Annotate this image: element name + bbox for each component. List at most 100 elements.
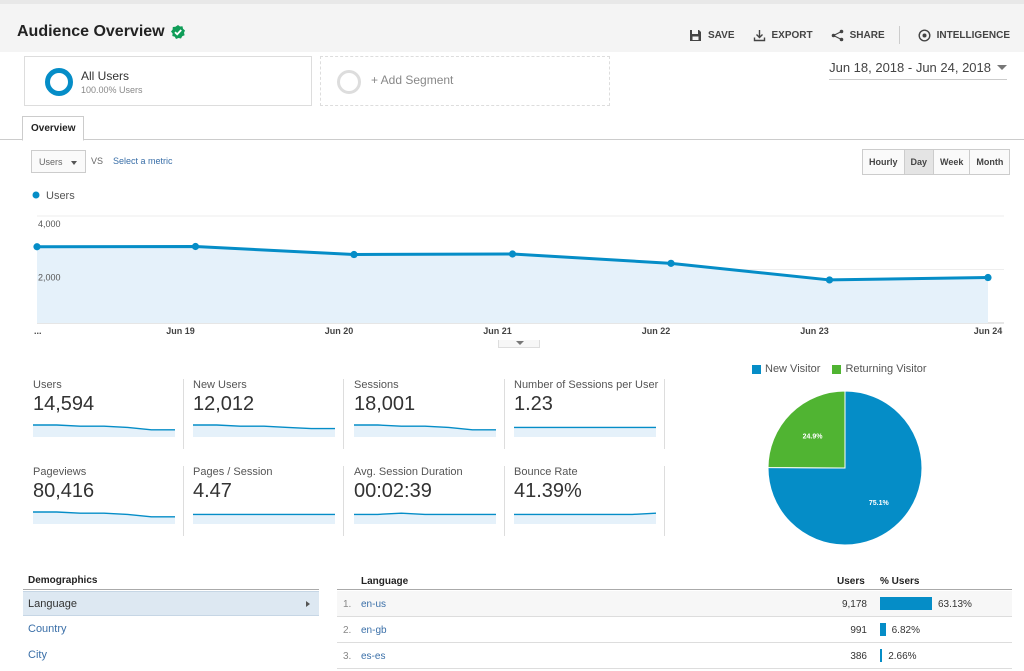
pie-slice-label: 75.1% <box>869 500 890 507</box>
metric-tile-bounce-rate[interactable]: Bounce Rate 41.39% <box>504 466 665 536</box>
x-tick-label: Jun 20 <box>325 326 354 336</box>
sparkline-area <box>354 425 496 437</box>
report-header: Audience Overview SAVE EXPORT SHARE INTE… <box>0 0 1024 52</box>
sparkline-area <box>33 512 175 524</box>
users-line-chart: Users 4,000 2,000 ... Jun 19 Jun 20 Jun 21 Ju… <box>32 190 1004 336</box>
sparkline-line <box>193 424 335 430</box>
export-button[interactable]: EXPORT <box>753 29 813 42</box>
metric-sparkline <box>514 426 656 437</box>
legend-swatch <box>752 364 761 374</box>
metric-tile-pages-session[interactable]: Pages / Session 4.47 <box>183 466 344 536</box>
metric-value: 14,594 <box>33 393 95 415</box>
report-actions: SAVE EXPORT SHARE INTELLIGENCE <box>671 26 1010 44</box>
intelligence-button[interactable]: INTELLIGENCE <box>918 28 1010 42</box>
sparkline-line <box>33 424 175 431</box>
metric-sparkline <box>514 512 656 524</box>
chevron-down-icon <box>997 65 1007 70</box>
date-range-picker[interactable]: Jun 18, 2018 - Jun 24, 2018 <box>829 60 1007 80</box>
sparkline-area <box>354 513 496 524</box>
sparkline-line <box>514 512 656 516</box>
metric-label: Pageviews <box>33 466 87 478</box>
demographics-heading: Demographics <box>23 573 319 590</box>
sparkline-line <box>33 511 175 518</box>
metric-label: Users <box>33 379 62 391</box>
metric-tile-users[interactable]: Users 14,594 <box>23 379 184 449</box>
row-users: 9,178 <box>841 599 867 610</box>
metric-value: 00:02:39 <box>354 480 432 502</box>
metric-value: 12,012 <box>193 393 255 415</box>
chart-collapse-handle[interactable] <box>498 340 540 348</box>
x-tick-label: Jun 19 <box>166 326 195 336</box>
metric-tile-sessions[interactable]: Sessions 18,001 <box>344 379 505 449</box>
pie-slice-returning-visitor[interactable] <box>767 390 846 469</box>
row-users: 386 <box>850 651 867 662</box>
users-area-fill <box>37 246 988 323</box>
x-tick-label: ... <box>34 326 42 336</box>
row-users: 991 <box>850 625 867 636</box>
save-icon <box>690 29 702 41</box>
metric-value: 41.39% <box>514 480 582 502</box>
pie-slice-new-visitor[interactable] <box>767 390 923 546</box>
metric-label: Number of Sessions per User <box>514 379 659 391</box>
demographics-item-country[interactable]: Country <box>28 623 67 635</box>
row-index: 1. <box>343 599 352 610</box>
intelligence-icon <box>918 28 931 42</box>
row-language-link[interactable]: en-gb <box>361 625 387 636</box>
segment-all-users[interactable]: All Users 100.00% Users <box>24 56 312 106</box>
column-language: Language <box>361 576 409 587</box>
pie-legend: New Visitor Returning Visitor <box>752 363 927 375</box>
granularity-month-button[interactable]: Month <box>969 150 1010 174</box>
select-metric-link[interactable]: Select a metric <box>113 156 173 166</box>
row-language-link[interactable]: es-es <box>361 651 386 662</box>
metric-sparkline <box>193 424 335 437</box>
legend-new-visitor: New Visitor <box>752 363 820 375</box>
sparkline-area <box>514 513 656 524</box>
data-point-jun-21[interactable] <box>508 250 517 258</box>
row-percent-users: 63.13% <box>938 599 972 610</box>
save-button[interactable]: SAVE <box>689 29 735 42</box>
granularity-week-button[interactable]: Week <box>933 150 970 174</box>
add-segment-label: + Add Segment <box>371 73 454 87</box>
metric-tile-number-of-sessions-per-user[interactable]: Number of Sessions per User 1.23 <box>504 379 665 449</box>
sparkline-area <box>514 427 656 437</box>
data-point-jun-18[interactable] <box>33 243 41 251</box>
data-point-jun-24[interactable] <box>984 273 992 282</box>
granularity-hourly-button[interactable]: Hourly <box>863 150 904 174</box>
metric-label: Sessions <box>354 379 399 391</box>
data-point-jun-20[interactable] <box>350 250 358 259</box>
segment-ring-icon <box>45 68 73 96</box>
sparkline-line <box>354 512 496 516</box>
actions-divider <box>898 26 900 44</box>
table-row: 3. es-es 386 2.66% <box>337 643 1012 669</box>
metric-tile-new-users[interactable]: New Users 12,012 <box>183 379 344 449</box>
demographics-item-language[interactable]: Language <box>23 591 319 616</box>
table-row: 1. en-us 9,178 63.13% <box>337 591 1012 617</box>
chevron-down-icon <box>71 161 77 165</box>
column-users: Users <box>837 576 865 587</box>
tab-overview[interactable]: Overview <box>22 116 85 141</box>
metric-tile-pageviews[interactable]: Pageviews 80,416 <box>23 466 184 536</box>
metric-sparkline <box>33 511 175 524</box>
x-tick-label: Jun 22 <box>642 326 671 336</box>
add-segment-button[interactable]: + Add Segment <box>320 56 610 106</box>
metric-dropdown[interactable]: Users <box>31 150 86 173</box>
sparkline-area <box>33 425 175 437</box>
share-button[interactable]: SHARE <box>831 29 885 42</box>
x-tick-label: Jun 24 <box>974 326 1003 336</box>
segment-percentage: 100.00% Users <box>81 85 143 95</box>
legend-users-label: Users <box>46 190 75 202</box>
granularity-day-button[interactable]: Day <box>903 150 934 174</box>
metric-label: Avg. Session Duration <box>354 466 463 478</box>
x-tick-label: Jun 23 <box>800 326 829 336</box>
demographics-item-city[interactable]: City <box>28 649 47 661</box>
metric-label: Bounce Rate <box>514 466 578 478</box>
data-point-jun-23[interactable] <box>825 276 834 284</box>
metric-value: 80,416 <box>33 480 95 502</box>
data-point-jun-22[interactable] <box>667 259 675 267</box>
data-point-jun-19[interactable] <box>191 242 200 251</box>
segment-name: All Users <box>81 69 130 83</box>
share-icon <box>831 29 843 41</box>
metric-tile-avg-session-duration[interactable]: Avg. Session Duration 00:02:39 <box>344 466 505 536</box>
row-language-link[interactable]: en-us <box>361 599 387 610</box>
metric-sparkline <box>193 513 335 524</box>
